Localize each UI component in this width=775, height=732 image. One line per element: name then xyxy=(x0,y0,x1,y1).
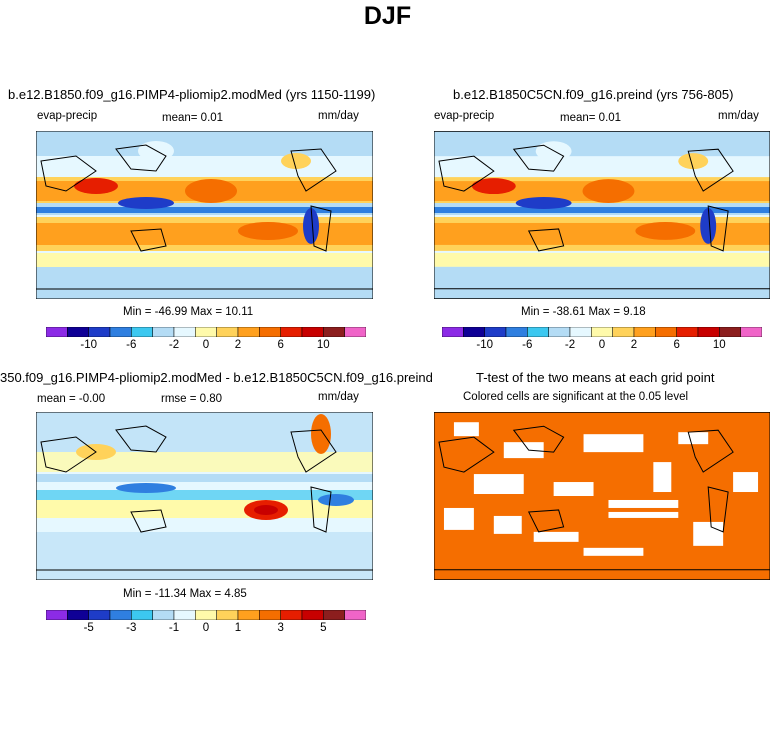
panel1-tick: -10 xyxy=(80,339,97,351)
colorbar-swatch xyxy=(237,610,260,620)
colorbar-swatch xyxy=(195,610,217,620)
panel2-mean-label: mean= 0.01 xyxy=(560,112,622,124)
panel1-tick: 2 xyxy=(234,339,242,351)
panel1-tick: 6 xyxy=(277,339,284,351)
colorbar-swatch xyxy=(301,610,324,620)
panel1-tick: -2 xyxy=(168,339,180,351)
colorbar-swatch xyxy=(527,327,549,337)
panel2-colorbar-ticks: -10 -6 -2 0 2 6 10 xyxy=(442,339,762,353)
panel4-title: T-test of the two means at each grid poi… xyxy=(476,370,715,385)
panel3-tick: -5 xyxy=(83,622,94,634)
panel2-tick: 0 xyxy=(598,339,606,351)
panel3-tick: 5 xyxy=(320,622,327,634)
panel1-minmax: Min = -46.99 Max = 10.11 xyxy=(123,306,254,318)
colorbar-swatch xyxy=(152,610,175,620)
panel3-tick: -3 xyxy=(126,622,137,634)
panel2-colorbar xyxy=(442,327,762,337)
colorbar-swatch xyxy=(237,327,260,337)
panel2-tick: -10 xyxy=(476,339,493,351)
colorbar-swatch xyxy=(591,327,613,337)
colorbar-swatch xyxy=(463,327,485,337)
colorbar-swatch xyxy=(131,327,153,337)
panel3-mean-label: mean = -0.00 xyxy=(37,393,106,405)
colorbar-swatch xyxy=(259,610,281,620)
panel2-minmax: Min = -38.61 Max = 9.18 xyxy=(521,306,646,318)
panel4-subtitle: Colored cells are significant at the 0.0… xyxy=(463,391,689,403)
panel4-map xyxy=(434,412,770,580)
colorbar-swatch xyxy=(259,327,281,337)
colorbar-swatch xyxy=(131,610,153,620)
panel3-rmse-label: rmse = 0.80 xyxy=(161,393,223,405)
colorbar-swatch xyxy=(740,327,762,337)
panel3-tick: 3 xyxy=(277,622,284,634)
colorbar-swatch xyxy=(301,327,324,337)
panel1-colorbar-swatches xyxy=(46,327,366,337)
panel1-variable-label: evap-precip xyxy=(37,110,98,122)
page-title: DJF xyxy=(363,2,412,30)
colorbar-swatch xyxy=(88,327,111,337)
colorbar-swatch xyxy=(152,327,175,337)
colorbar-swatch xyxy=(484,327,507,337)
colorbar-swatch xyxy=(633,327,656,337)
colorbar-swatch xyxy=(548,327,571,337)
colorbar-swatch xyxy=(88,610,111,620)
colorbar-swatch xyxy=(67,327,89,337)
colorbar-swatch xyxy=(216,610,239,620)
panel1-colorbar-ticks: -10 -6 -2 0 2 6 10 xyxy=(46,339,366,353)
colorbar-swatch xyxy=(280,327,303,337)
panel1-units-label: mm/day xyxy=(318,110,359,122)
colorbar-swatch xyxy=(612,327,635,337)
panel2-variable-label: evap-precip xyxy=(434,110,495,122)
colorbar-swatch xyxy=(344,610,366,620)
colorbar-swatch xyxy=(46,327,68,337)
colorbar-swatch xyxy=(323,610,345,620)
panel2-tick: 2 xyxy=(630,339,638,351)
colorbar-swatch xyxy=(676,327,699,337)
panel3-title: 350.f09_g16.PIMP4-pliomip2.modMed - b.e1… xyxy=(0,370,433,385)
panel2-map xyxy=(434,131,770,299)
panel3-map xyxy=(36,412,373,580)
panel2-title: b.e12.B1850C5CN.f09_g16.preind (yrs 756-… xyxy=(453,87,734,102)
panel2-units-label: mm/day xyxy=(718,110,759,122)
panel1-tick: -6 xyxy=(126,339,137,351)
colorbar-swatch xyxy=(655,327,677,337)
colorbar-swatch xyxy=(697,327,720,337)
panel2-tick: -6 xyxy=(522,339,533,351)
colorbar-swatch xyxy=(173,610,196,620)
colorbar-swatch xyxy=(442,327,464,337)
colorbar-swatch xyxy=(280,610,303,620)
panel3-tick: 0 xyxy=(202,622,210,634)
panel3-colorbar-ticks: -5 -3 -1 0 1 3 5 xyxy=(46,622,366,636)
colorbar-swatch xyxy=(109,610,132,620)
panel2-colorbar-swatches xyxy=(442,327,762,337)
panel1-tick: 10 xyxy=(316,339,330,351)
colorbar-swatch xyxy=(67,610,89,620)
panel1-tick: 0 xyxy=(202,339,210,351)
panel1-mean-label: mean= 0.01 xyxy=(162,112,224,124)
panel1-map xyxy=(36,131,373,299)
colorbar-swatch xyxy=(216,327,239,337)
colorbar-swatch xyxy=(173,327,196,337)
colorbar-swatch xyxy=(323,327,345,337)
panel3-units-label: mm/day xyxy=(318,391,359,403)
colorbar-swatch xyxy=(344,327,366,337)
panel3-minmax: Min = -11.34 Max = 4.85 xyxy=(123,588,247,600)
panel1-title: b.e12.B1850.f09_g16.PIMP4-pliomip2.modMe… xyxy=(8,87,376,102)
colorbar-swatch xyxy=(109,327,132,337)
colorbar-swatch xyxy=(569,327,592,337)
panel3-tick: 1 xyxy=(234,622,242,634)
panel1-colorbar xyxy=(46,327,366,337)
colorbar-swatch xyxy=(46,610,68,620)
panel3-colorbar xyxy=(46,610,366,620)
panel2-tick: -2 xyxy=(564,339,576,351)
colorbar-swatch xyxy=(719,327,741,337)
panel3-colorbar-swatches xyxy=(46,610,366,620)
panel3-tick: -1 xyxy=(168,622,180,634)
panel2-tick: 10 xyxy=(712,339,726,351)
panel2-tick: 6 xyxy=(673,339,680,351)
colorbar-swatch xyxy=(505,327,528,337)
colorbar-swatch xyxy=(195,327,217,337)
